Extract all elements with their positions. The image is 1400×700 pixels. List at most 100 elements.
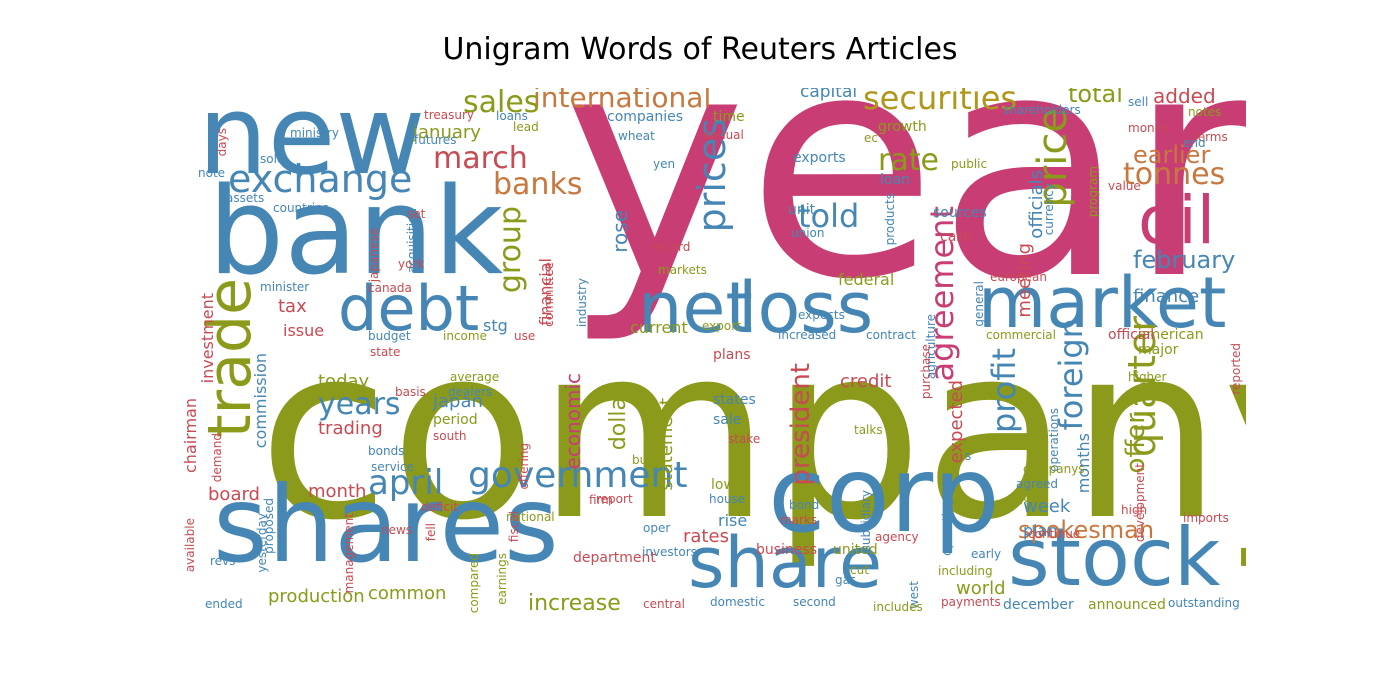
word-cloud: yearcompanynewbanksharescorpstocksharema… <box>178 88 1246 617</box>
figure-title: Unigram Words of Reuters Articles <box>442 32 958 67</box>
word-states: states <box>713 392 756 408</box>
word-buy: buy <box>632 453 655 467</box>
word-announced: announced <box>1088 597 1166 613</box>
word-commercial: commercial <box>986 328 1056 342</box>
word-rates: rates <box>683 526 729 547</box>
word-dollar: dollar <box>606 388 631 451</box>
word-currency: currency <box>1042 183 1056 236</box>
word-money: money <box>1128 121 1170 135</box>
word-assets: assets <box>226 191 265 205</box>
word-tonnes: tonnes <box>1123 157 1226 192</box>
word-agreed: agreed <box>1016 477 1059 491</box>
word-government: government <box>468 455 688 496</box>
word-share: share <box>688 522 883 604</box>
word-bank: bank <box>208 163 504 302</box>
word-agency: agency <box>875 530 919 544</box>
word-gas: gas <box>835 573 857 587</box>
word-offering: offering <box>517 443 531 490</box>
word-compared: compared <box>467 553 481 614</box>
word-subsidiary: subsidiary <box>859 490 873 552</box>
word-december: december <box>1003 597 1074 613</box>
word-yen: yen <box>653 157 676 171</box>
word-fell: fell <box>424 523 438 542</box>
word-includes: includes <box>873 600 923 614</box>
word-shareholders: shareholders <box>1003 103 1081 117</box>
word-payments: payments <box>941 595 1001 609</box>
word-world: world <box>956 578 1006 599</box>
word-oil: oil <box>1138 182 1216 259</box>
word-earlier: earlier <box>1133 141 1211 169</box>
word-plan: plan <box>1023 521 1058 540</box>
word-economic: economic <box>561 373 585 470</box>
word-set: set <box>407 207 426 221</box>
word-told: told <box>798 197 860 235</box>
word-stake: stake <box>728 432 761 446</box>
word-wheat: wheat <box>618 129 655 143</box>
word-outstanding: outstanding <box>1168 596 1240 610</box>
word-sales: sales <box>463 88 540 120</box>
word-shares: shares <box>213 464 559 586</box>
word-new: new <box>198 88 426 199</box>
word-futures: futures <box>414 133 457 147</box>
word-capital: capital <box>800 88 858 102</box>
word-loss: loss <box>738 267 874 349</box>
word-terms: terms <box>1193 130 1228 144</box>
word-marks: marks <box>780 513 818 527</box>
word-net: net <box>638 267 753 349</box>
word-market: market <box>978 262 1227 344</box>
word-early: early <box>971 547 1002 561</box>
word-lead: lead <box>513 120 539 134</box>
word-spokesman: spokesman <box>1018 516 1155 544</box>
word-january: january <box>413 122 481 143</box>
word-reported: reported <box>1229 343 1243 395</box>
word-central: central <box>643 597 685 611</box>
word-ec: ec <box>864 131 878 145</box>
word-public: public <box>951 157 988 171</box>
word-ended: ended <box>205 597 243 611</box>
word-talks: talks <box>854 423 883 437</box>
word-value: value <box>1108 179 1141 193</box>
word-june: june <box>1020 491 1046 505</box>
word-sell: sell <box>1128 95 1149 109</box>
word-month: month <box>308 481 367 502</box>
word-markets: markets <box>658 263 707 277</box>
word-added: added <box>1153 88 1216 108</box>
word-banks: banks <box>493 167 583 202</box>
word-european: european <box>990 270 1047 284</box>
word-south: south <box>433 429 467 443</box>
word-imports: imports <box>1183 511 1229 525</box>
word-bond: bond <box>789 498 820 512</box>
word-increase: increase <box>528 591 621 616</box>
word-york: york <box>398 257 425 271</box>
word-credit: credit <box>840 371 892 392</box>
word-period: period <box>433 412 478 428</box>
word-minister: minister <box>260 280 310 294</box>
word-profit: profit <box>985 348 1023 434</box>
word-common: common <box>368 583 447 604</box>
word-companys: companys <box>1023 462 1085 476</box>
word-production: production <box>268 586 365 607</box>
word-japan: japan <box>433 391 483 412</box>
word-committee: committee <box>542 262 556 327</box>
word-current: current <box>630 318 688 337</box>
word-domestic: domestic <box>710 595 765 609</box>
word-exports: exports <box>793 150 846 166</box>
word-president: president <box>786 363 816 486</box>
word-export: export <box>702 319 741 333</box>
word-official: official <box>1108 327 1155 343</box>
word-fiscal: fiscal <box>507 511 521 543</box>
word-available: available <box>183 518 197 573</box>
word-board: board <box>208 484 260 505</box>
word-finance: finance <box>1133 286 1200 307</box>
word-stock: stock <box>1008 511 1221 604</box>
word-debt: debt <box>338 272 480 345</box>
word-general: general <box>972 281 986 327</box>
word-group: group <box>493 206 528 294</box>
word-loans: loans <box>496 109 528 123</box>
word-ministry: ministry <box>290 126 339 140</box>
word-investment: investment <box>198 293 217 384</box>
word-use: use <box>514 329 536 343</box>
word-companies: companies <box>607 109 684 125</box>
word-sale: sale <box>713 412 742 428</box>
